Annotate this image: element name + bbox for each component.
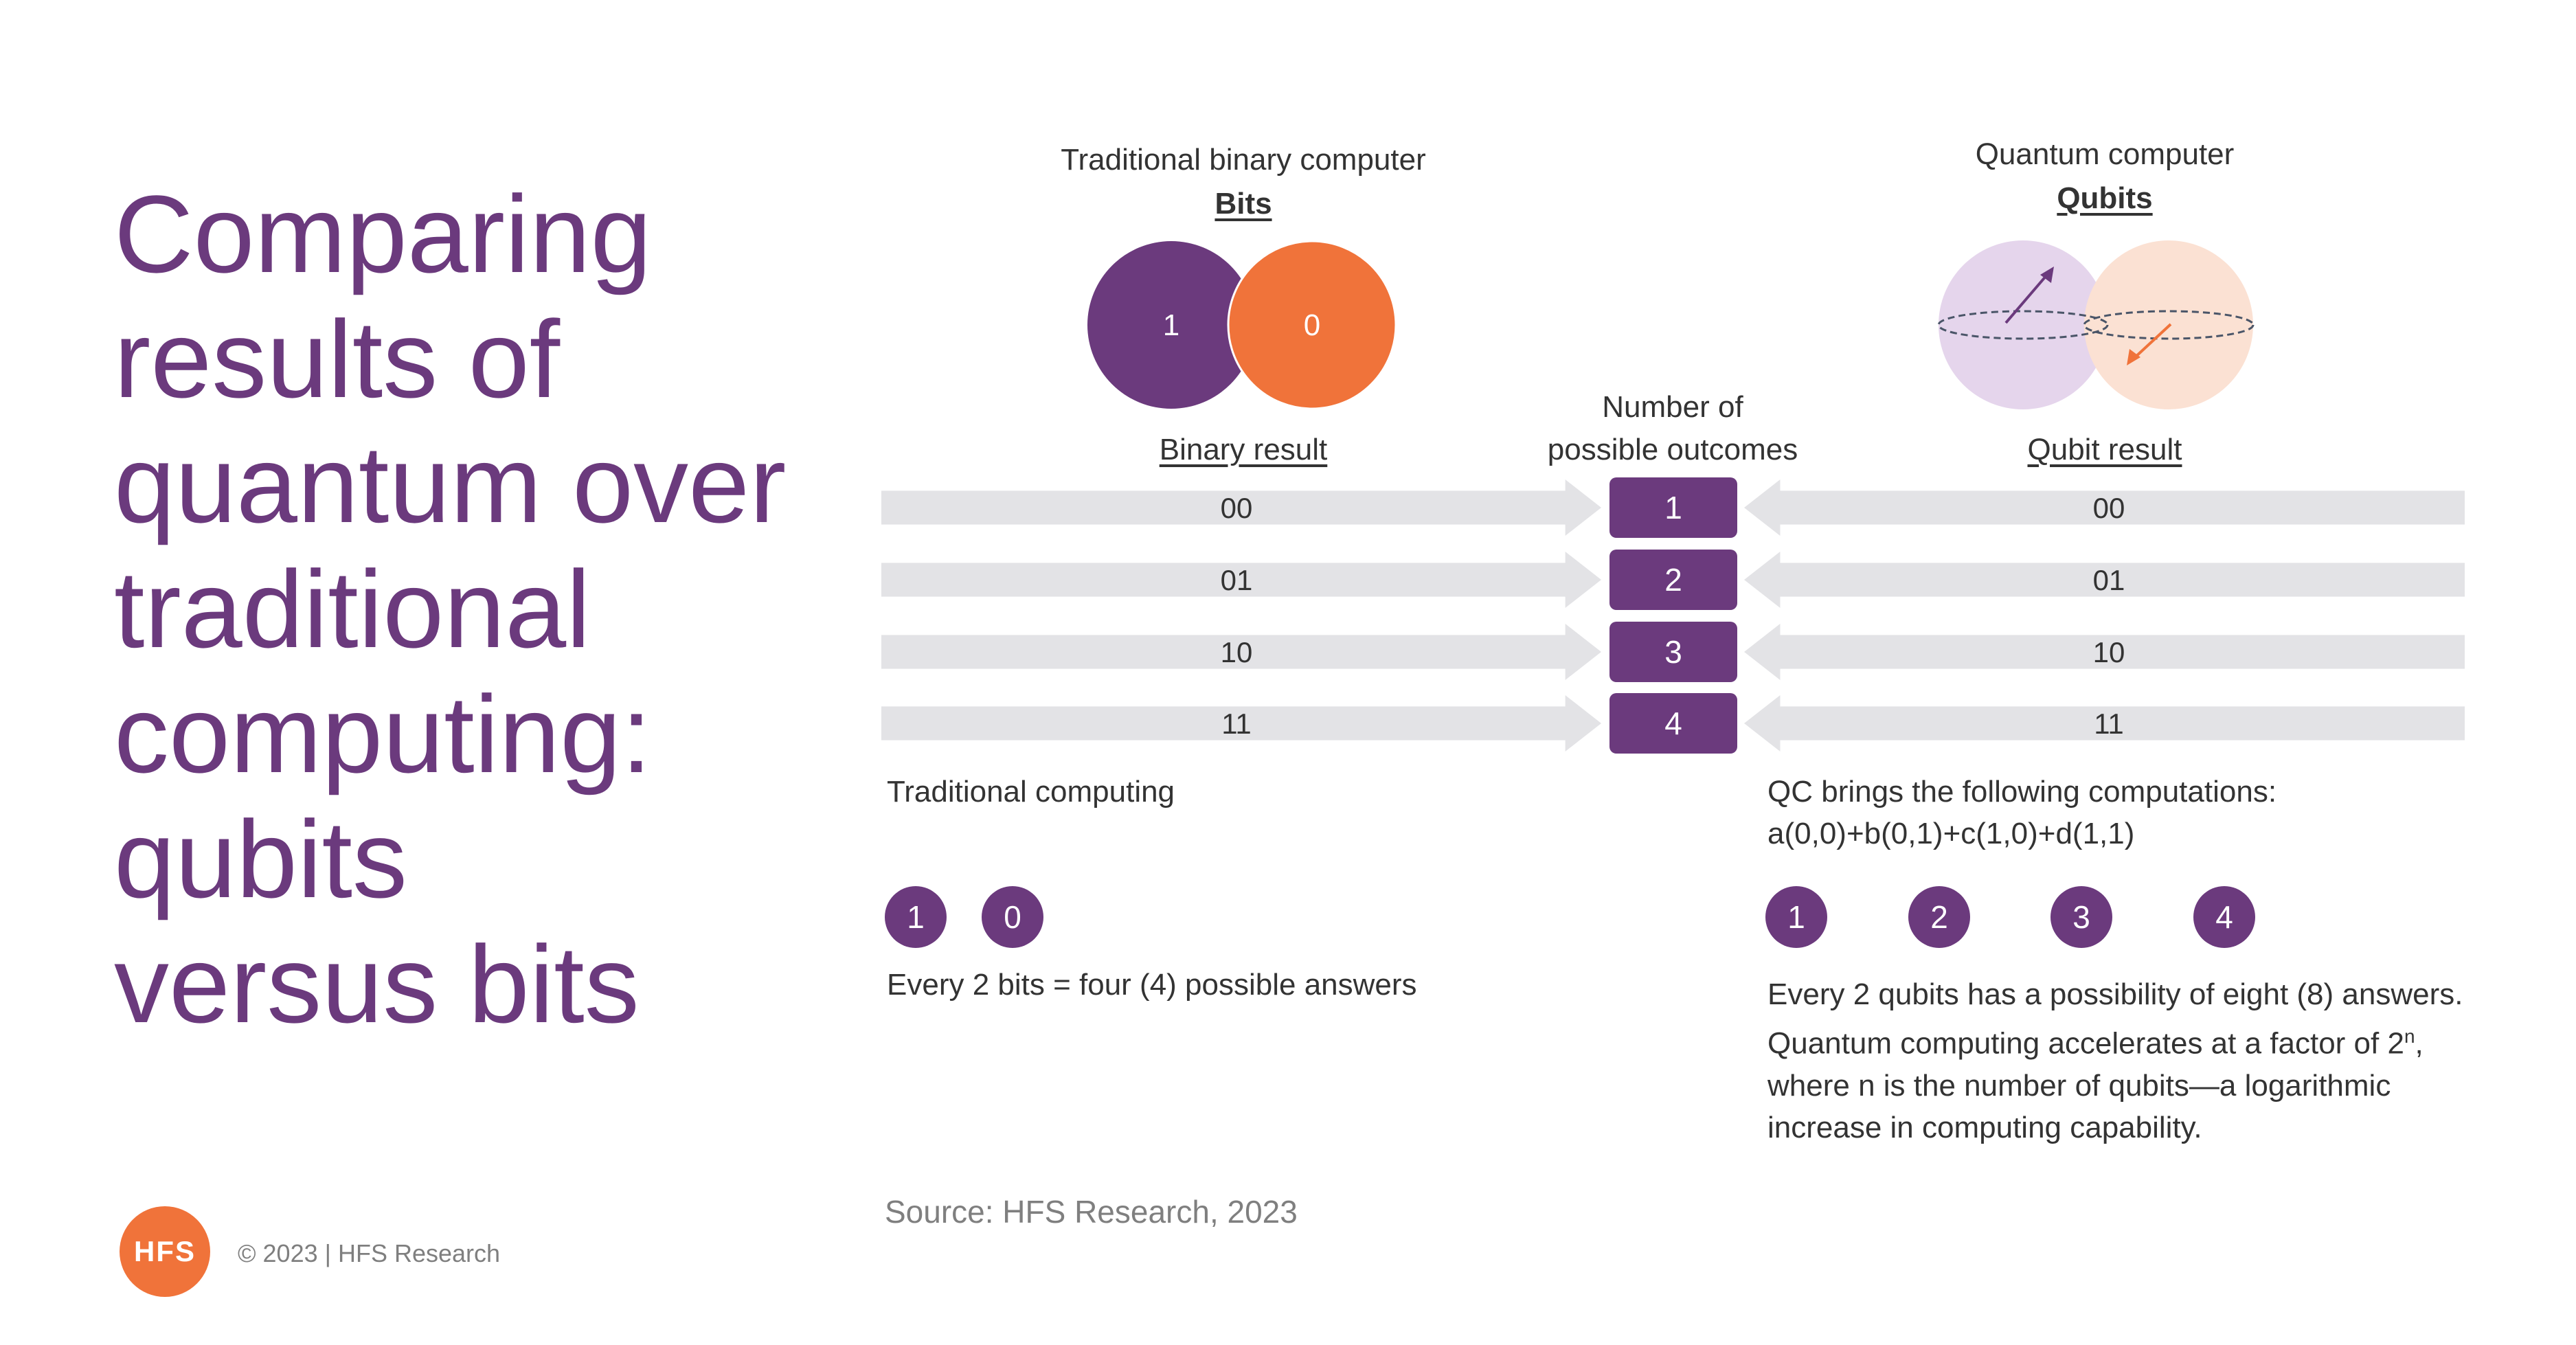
binary-result-value: 00: [1220, 492, 1253, 524]
title-line: traditional: [114, 547, 591, 670]
copyright: © 2023 | HFS Research: [238, 1239, 501, 1267]
title-line: computing:: [114, 672, 652, 795]
title-line: versus bits: [114, 923, 640, 1046]
quantum-dot: 3: [2050, 886, 2112, 948]
traditional-note: Every 2 bits = four (4) possible answers: [887, 968, 1417, 1002]
bit-zero-circle: [1227, 240, 1397, 410]
title-line: results of: [114, 297, 561, 420]
qubit-result-label: Qubit result: [2027, 433, 2182, 466]
traditional-heading: Traditional binary computer: [1061, 143, 1426, 177]
qubit-result-value: 00: [2092, 492, 2125, 524]
traditional-dot: 1: [885, 886, 947, 948]
qubit-result-value: 10: [2092, 636, 2125, 668]
qc-computations-line1: QC brings the following computations:: [1767, 775, 2277, 809]
outcome-box: 4: [1609, 693, 1737, 754]
bit-one-circle: [1087, 241, 1255, 409]
bits-diagram: 1 0: [1087, 240, 1397, 410]
bit-one-label: 1: [1163, 308, 1179, 342]
qubit-result-value: 11: [2094, 708, 2124, 740]
binary-result-value: 01: [1220, 564, 1253, 596]
qubits-subheading: Qubits: [2057, 181, 2153, 215]
qubit-two-arrowhead-icon: [2127, 349, 2140, 365]
outcomes-label-line2: possible outcomes: [1547, 433, 1798, 466]
qubits-diagram: [1937, 240, 2255, 409]
bits-subheading: Bits: [1214, 187, 1272, 221]
quantum-dot: 2: [1908, 886, 1970, 948]
qubit-one-arrowhead-icon: [2040, 267, 2054, 283]
bit-zero-label: 0: [1304, 308, 1320, 342]
quantum-dot: 4: [2193, 886, 2255, 948]
traditional-computing-label: Traditional computing: [887, 775, 1175, 809]
source-note: Source: HFS Research, 2023: [885, 1194, 1298, 1230]
qc-computations-line2: a(0,0)+b(0,1)+c(1,0)+d(1,1): [1767, 817, 2135, 850]
page-title: Comparing results of quantum over tradit…: [114, 172, 787, 1047]
outcome-box: 1: [1609, 477, 1737, 538]
binary-result-value: 11: [1221, 708, 1252, 740]
title-line: qubits: [114, 798, 407, 920]
outcomes-label-line1: Number of: [1602, 390, 1743, 424]
quantum-note-part1: Every 2 qubits has a possibility of eigh…: [1767, 977, 2463, 1061]
outcome-box: 3: [1609, 622, 1737, 682]
qubit-one-arrow-icon: [2004, 273, 2048, 324]
qubit-result-value: 01: [2092, 564, 2125, 596]
qubit-one-circle: [1939, 240, 2108, 409]
title-line: quantum over: [114, 422, 787, 545]
quantum-note-exponent: n: [2404, 1026, 2415, 1047]
quantum-heading: Quantum computer: [1975, 137, 2235, 171]
qubit-two-equator: [2083, 310, 2255, 340]
qubit-one-equator: [1937, 310, 2109, 340]
traditional-dot: 0: [982, 886, 1043, 948]
quantum-note-part2: , where n is the number of qubits—a loga…: [1767, 1026, 2424, 1144]
qubit-two-arrow-icon: [2132, 323, 2172, 360]
quantum-note: Every 2 qubits has a possibility of eigh…: [1767, 973, 2468, 1149]
quantum-dot: 1: [1765, 886, 1827, 948]
binary-result-value: 10: [1220, 636, 1253, 668]
title-line: Comparing: [114, 172, 652, 295]
outcome-box: 2: [1609, 550, 1737, 610]
hfs-logo: HFS: [120, 1206, 210, 1297]
binary-result-label: Binary result: [1159, 433, 1328, 466]
